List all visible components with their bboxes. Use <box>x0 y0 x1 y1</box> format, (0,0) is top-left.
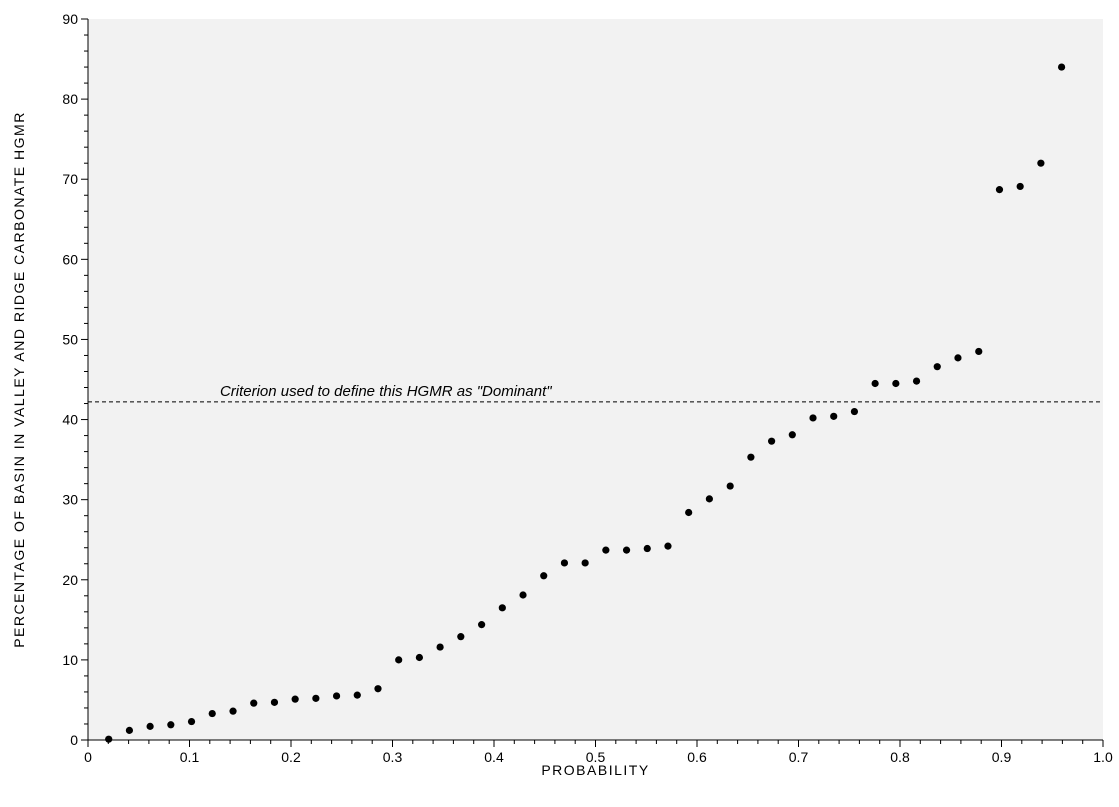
x-tick-label: 0.5 <box>586 749 606 765</box>
data-point <box>353 691 361 699</box>
data-point <box>187 717 196 726</box>
x-tick-label: 0.9 <box>992 749 1012 765</box>
data-point <box>457 633 465 641</box>
y-tick-label: 50 <box>62 331 78 347</box>
plot-area <box>88 19 1103 740</box>
y-tick-label: 10 <box>62 652 78 668</box>
data-point <box>167 721 175 729</box>
x-axis-ticks: 0 0.1 0.2 0.3 0.4 0.5 0.6 0.7 0.8 0.9 1.0 <box>84 740 1113 765</box>
data-point <box>933 363 941 371</box>
data-point <box>560 559 569 567</box>
y-tick-label: 30 <box>62 492 78 508</box>
y-tick-label: 60 <box>62 251 78 267</box>
y-tick-label: 80 <box>62 91 78 107</box>
data-point <box>436 643 444 651</box>
data-point <box>871 379 879 388</box>
y-tick-label: 20 <box>62 572 78 588</box>
x-axis-title: PROBABILITY <box>541 762 649 778</box>
data-point <box>229 707 237 715</box>
data-point <box>788 431 796 439</box>
data-point <box>912 377 921 385</box>
data-point <box>995 186 1004 194</box>
data-point <box>954 354 962 362</box>
data-point <box>830 412 838 420</box>
x-tick-label: 0.7 <box>789 749 809 765</box>
x-tick-label: 0.1 <box>180 749 200 765</box>
data-point <box>125 726 134 734</box>
y-tick-label: 0 <box>70 732 78 748</box>
dominance-criterion-label: Criterion used to define this HGMR as "D… <box>220 383 552 400</box>
data-point <box>540 572 548 580</box>
y-axis-title: PERCENTAGE OF BASIN IN VALLEY AND RIDGE … <box>11 111 27 648</box>
data-point <box>768 437 776 445</box>
data-point <box>519 591 527 599</box>
data-point <box>581 559 589 567</box>
data-point <box>395 656 403 664</box>
data-point <box>270 698 279 706</box>
data-point <box>850 407 859 416</box>
data-point <box>208 709 216 718</box>
data-point <box>105 735 113 743</box>
data-point <box>250 699 258 707</box>
x-tick-label: 0.6 <box>687 749 707 765</box>
y-tick-label: 40 <box>62 412 78 428</box>
data-point <box>726 482 734 490</box>
data-point <box>415 653 423 662</box>
y-axis-ticks: 0 10 20 30 40 50 60 70 80 90 <box>62 11 88 748</box>
reference-line-group: Criterion used to define this HGMR as "D… <box>88 383 1103 403</box>
data-point <box>1057 63 1066 71</box>
data-point <box>312 694 320 702</box>
data-point <box>291 695 299 703</box>
data-point <box>1037 159 1045 167</box>
data-point <box>622 546 631 554</box>
data-point <box>602 546 610 554</box>
data-point <box>809 414 817 422</box>
data-point <box>892 379 900 388</box>
data-points <box>105 63 1066 743</box>
x-tick-label: 0.3 <box>383 749 403 765</box>
y-tick-label: 70 <box>62 171 78 187</box>
data-point <box>498 604 506 612</box>
data-point <box>478 621 486 629</box>
data-point <box>664 542 672 550</box>
data-point <box>685 508 693 517</box>
x-tick-label: 0.8 <box>890 749 910 765</box>
data-point <box>332 692 341 700</box>
data-point <box>1016 182 1024 191</box>
x-tick-label: 1.0 <box>1093 749 1113 765</box>
x-tick-label: 0.2 <box>281 749 301 765</box>
data-point <box>374 685 382 693</box>
data-point <box>705 495 713 503</box>
data-point <box>146 722 154 730</box>
data-point <box>643 544 651 553</box>
data-point <box>747 453 755 461</box>
x-tick-label: 0.4 <box>484 749 504 765</box>
y-tick-label: 90 <box>62 11 78 27</box>
data-point <box>975 347 983 356</box>
x-tick-label: 0 <box>84 749 92 765</box>
